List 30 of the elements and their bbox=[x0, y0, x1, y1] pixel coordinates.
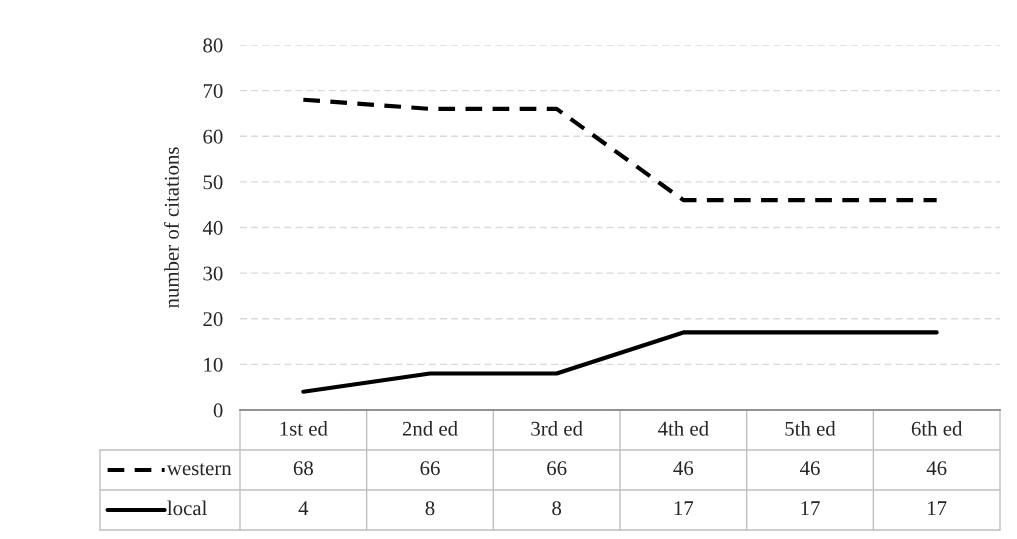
y-tick-label: 80 bbox=[203, 38, 223, 53]
x-tick-label: 4th ed bbox=[657, 421, 709, 436]
data-label: 46 bbox=[926, 461, 947, 476]
y-tick-label: 50 bbox=[203, 175, 223, 190]
y-tick-label: 70 bbox=[203, 84, 223, 99]
x-tick-label: 6th ed bbox=[911, 421, 963, 436]
data-label: 8 bbox=[425, 501, 435, 516]
data-label: 17 bbox=[928, 501, 947, 516]
y-tick-label: 40 bbox=[202, 220, 223, 235]
data-label: 8 bbox=[552, 501, 562, 516]
legend-label: local bbox=[167, 500, 207, 516]
data-label: 46 bbox=[799, 461, 820, 476]
x-tick-label: 1st ed bbox=[280, 421, 328, 436]
data-label: 17 bbox=[801, 501, 820, 516]
data-label: 68 bbox=[293, 461, 313, 476]
x-tick-label: 3rd ed bbox=[531, 421, 583, 436]
legend-label: western bbox=[166, 463, 232, 476]
y-axis-title: number of citations bbox=[163, 147, 179, 309]
y-tick-label: 60 bbox=[203, 129, 223, 144]
y-tick-label: 30 bbox=[203, 266, 223, 281]
data-label: 4 bbox=[298, 501, 309, 516]
y-tick-label: 0 bbox=[213, 403, 223, 418]
data-label: 66 bbox=[420, 461, 440, 476]
y-tick-label: 20 bbox=[203, 312, 223, 327]
y-tick-label: 10 bbox=[204, 357, 223, 372]
data-label: 46 bbox=[673, 461, 694, 476]
x-tick-label: 5th ed bbox=[785, 421, 836, 436]
data-label: 66 bbox=[547, 461, 567, 476]
x-tick-label: 2nd ed bbox=[402, 421, 458, 436]
data-label: 17 bbox=[674, 501, 694, 516]
